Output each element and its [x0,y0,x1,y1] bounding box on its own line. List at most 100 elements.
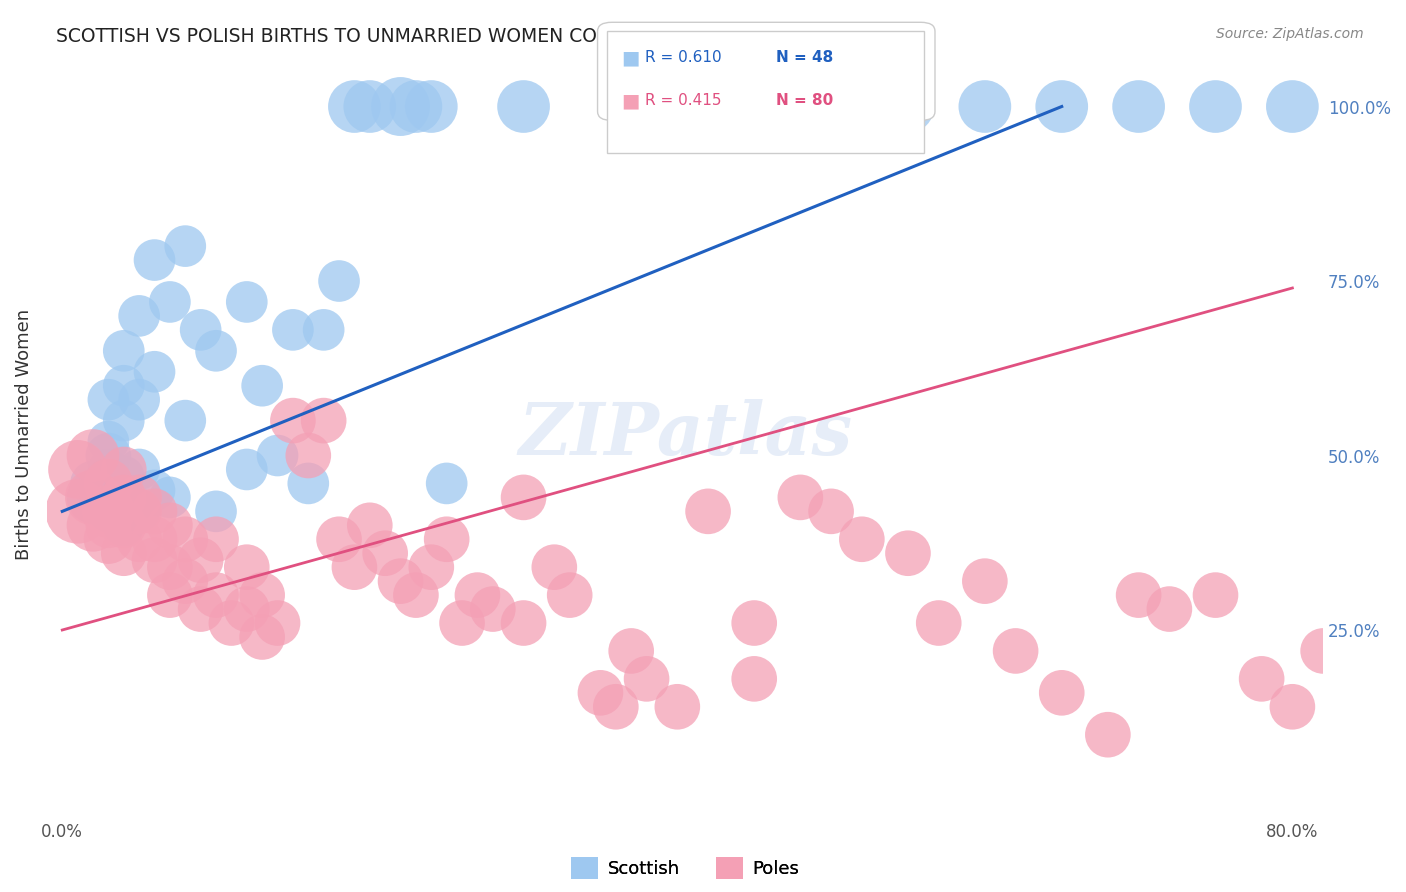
Point [1004,644,1026,658]
Point [143,253,166,268]
Text: N = 48: N = 48 [776,51,834,65]
Point [250,378,273,392]
Point [620,644,643,658]
Point [112,462,135,476]
Point [82,449,104,463]
Point [742,615,765,630]
Point [159,518,181,533]
Point [250,630,273,644]
Point [143,365,166,379]
Text: ZIPatlas: ZIPatlas [517,399,852,470]
Point [1205,588,1227,602]
Point [143,504,166,518]
Point [236,602,259,616]
Point [128,504,150,518]
Point [343,99,366,113]
Point [159,491,181,505]
Point [697,504,720,518]
Point [1281,699,1303,714]
Point [82,491,104,505]
Point [128,504,150,518]
Point [112,469,135,483]
Point [128,392,150,407]
Point [297,449,319,463]
Point [82,491,104,505]
Point [190,553,212,567]
Point [143,553,166,567]
Point [436,533,458,547]
Point [1050,99,1073,113]
Point [312,414,335,428]
Point [159,560,181,574]
Point [328,533,350,547]
Point [973,99,995,113]
Point [558,588,581,602]
Point [266,615,288,630]
Point [143,483,166,498]
Point [205,343,228,358]
Point [236,295,259,310]
Point [1281,99,1303,113]
Point [266,449,288,463]
Point [512,491,534,505]
Point [97,392,120,407]
Point [97,476,120,491]
Point [636,672,658,686]
Point [174,414,197,428]
Text: N = 80: N = 80 [776,94,834,108]
Point [112,518,135,533]
Point [1159,602,1181,616]
Point [97,504,120,518]
Point [1128,588,1150,602]
Point [97,504,120,518]
Point [467,588,489,602]
Point [174,574,197,589]
Point [159,295,181,310]
Point [297,476,319,491]
Point [928,615,950,630]
Point [174,239,197,253]
Point [742,672,765,686]
Point [420,560,443,574]
Point [112,491,135,505]
Point [1205,99,1227,113]
Point [789,491,811,505]
Point [512,99,534,113]
Point [328,274,350,288]
Point [543,560,565,574]
Point [897,546,920,560]
Point [820,99,842,113]
Point [159,588,181,602]
Point [589,686,612,700]
Point [1050,686,1073,700]
Point [451,615,474,630]
Point [236,462,259,476]
Point [1389,699,1406,714]
Point [128,462,150,476]
Point [281,323,304,337]
Point [82,518,104,533]
Point [312,323,335,337]
Point [436,476,458,491]
Point [112,518,135,533]
Text: R = 0.415: R = 0.415 [645,94,721,108]
Point [205,533,228,547]
Point [66,504,89,518]
Point [281,414,304,428]
Point [1405,699,1406,714]
Legend: Scottish, Poles: Scottish, Poles [564,850,806,887]
Text: ■: ■ [621,91,640,111]
Point [97,462,120,476]
Point [512,615,534,630]
Point [374,546,396,560]
Point [97,449,120,463]
Point [250,588,273,602]
Point [666,699,689,714]
Point [82,476,104,491]
Point [405,588,427,602]
Point [605,699,627,714]
Point [897,99,920,113]
Point [190,602,212,616]
Point [112,414,135,428]
Text: Source: ZipAtlas.com: Source: ZipAtlas.com [1216,27,1364,41]
